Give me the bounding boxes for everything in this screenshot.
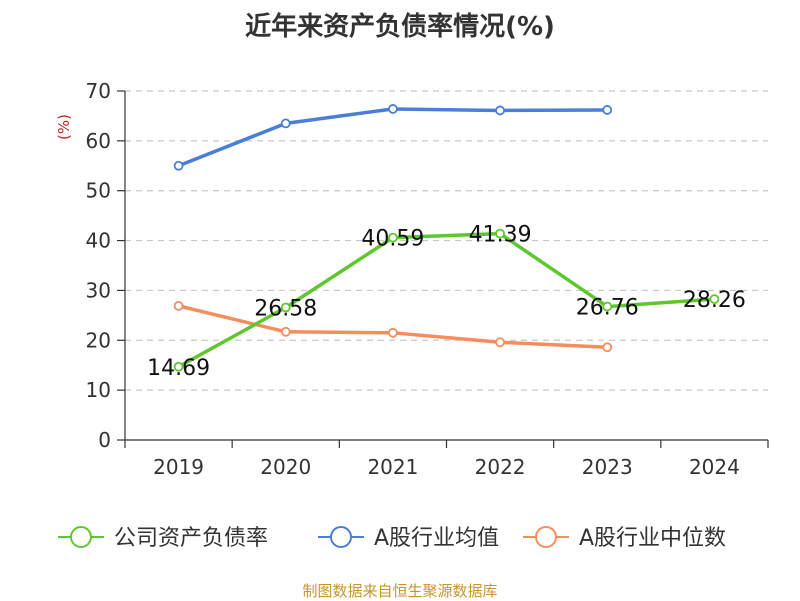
legend-item[interactable]: A股行业均值 xyxy=(318,526,499,551)
legend-swatch-marker xyxy=(70,526,92,548)
x-tick-label: 2024 xyxy=(689,455,740,479)
y-axis-label: (%) xyxy=(55,114,73,140)
data-point xyxy=(388,232,398,243)
legend-label: A股行业中位数 xyxy=(579,526,726,551)
series-lines xyxy=(173,104,720,372)
data-label: 14.69 xyxy=(147,356,210,381)
data-point xyxy=(173,361,184,372)
data-point xyxy=(602,105,613,115)
y-tick-label: 70 xyxy=(86,79,111,103)
data-point xyxy=(602,342,613,353)
y-tick-label: 0 xyxy=(98,428,111,452)
series-line xyxy=(178,304,608,350)
data-point xyxy=(280,302,291,313)
data-point xyxy=(495,228,505,239)
source-note: 制图数据来自恒生聚源数据库 xyxy=(302,582,498,600)
y-tick-label: 30 xyxy=(86,278,111,302)
data-label: 26.76 xyxy=(576,296,639,321)
data-point xyxy=(388,327,398,338)
legend-swatch-marker xyxy=(330,526,352,548)
data-point xyxy=(173,300,184,311)
chart-title: 近年来资产负债率情况(%) xyxy=(245,12,555,42)
x-tick-label: 2019 xyxy=(153,455,204,479)
data-point xyxy=(280,326,291,337)
legend[interactable]: 公司资产负债率 A股行业均值 A股行业中位数 xyxy=(58,526,726,551)
x-tick-label: 2022 xyxy=(475,455,526,479)
y-tick-label: 60 xyxy=(86,129,111,153)
data-label: 28.26 xyxy=(683,288,746,313)
legend-label: A股行业均值 xyxy=(374,526,499,551)
axes: 0 10 20 30 40 50 60 70 2019 2020 2021 2022 2023 2024 xyxy=(86,79,769,479)
legend-label: 公司资产负债率 xyxy=(114,526,268,551)
legend-item[interactable]: 公司资产负债率 xyxy=(58,526,268,551)
gridlines xyxy=(125,90,768,391)
data-label: 40.59 xyxy=(361,227,424,252)
legend-swatch-marker xyxy=(535,526,557,548)
data-point xyxy=(495,337,505,348)
y-tick-label: 50 xyxy=(86,179,111,203)
data-point xyxy=(602,301,613,312)
data-labels: 14.69 26.58 40.59 41.39 26.76 28.26 xyxy=(147,223,746,381)
series-line xyxy=(177,107,608,168)
x-tick-label: 2021 xyxy=(367,455,418,479)
x-tick-label: 2020 xyxy=(260,455,311,479)
x-tick-label: 2023 xyxy=(582,455,633,479)
y-tick-label: 40 xyxy=(86,229,111,253)
data-point xyxy=(280,118,291,129)
y-tick-label: 10 xyxy=(86,378,111,402)
data-point xyxy=(173,160,184,171)
data-point xyxy=(709,294,720,305)
data-point xyxy=(388,104,398,114)
legend-item[interactable]: A股行业中位数 xyxy=(523,526,726,551)
y-tick-label: 20 xyxy=(86,328,111,352)
series-line xyxy=(177,231,715,369)
data-label: 26.58 xyxy=(254,296,317,321)
data-point xyxy=(495,105,505,116)
data-label: 41.39 xyxy=(469,223,532,248)
